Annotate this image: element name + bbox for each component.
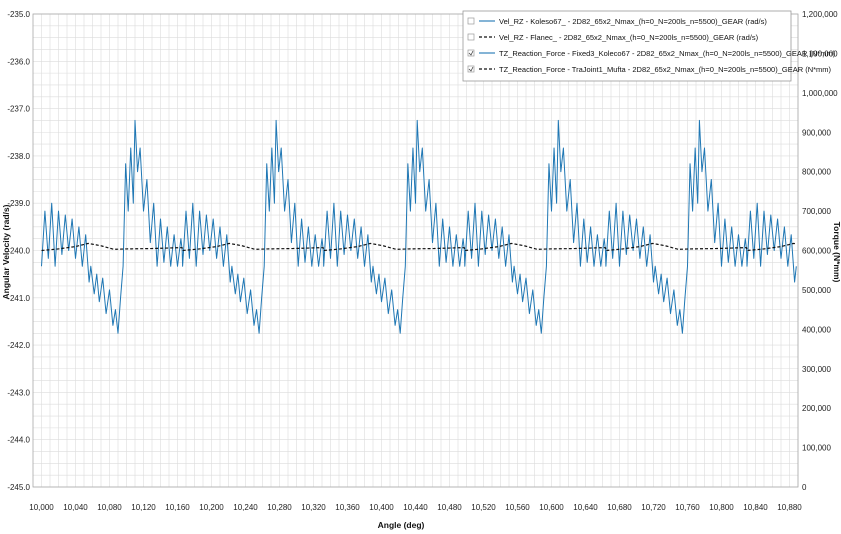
y-axis-left-title: Angular Velocity (rad/s) [1,204,11,299]
x-tick-label: 10,280 [267,503,292,512]
y-right-tick-label: 1,100,000 [802,49,838,58]
plot-border [32,13,799,488]
x-ticks: 10,000 10,040 10,080 10,120 10,160 10,200 10,2… [29,503,802,512]
y-right-tick-label: 1,200,000 [802,10,838,19]
x-tick-label: 10,520 [471,503,496,512]
y-left-tick-label: -239.0 [7,199,30,208]
legend-item[interactable]: Vel_RZ - Flanec_ - 2D82_65x2_Nmax_(h=0_N… [467,33,759,42]
grid [33,13,799,488]
legend: Vel_RZ - Koleso67_ - 2D82_65x2_Nmax_(h=0… [462,10,836,82]
x-tick-label: 10,160 [165,503,190,512]
y-left-tick-label: -241.0 [7,294,30,303]
y-right-tick-label: 600,000 [802,247,831,256]
x-tick-label: 10,760 [675,503,700,512]
x-tick-label: 10,880 [777,503,802,512]
y-right-tick-label: 400,000 [802,325,831,334]
y-left-tick-label: -244.0 [7,436,30,445]
y-left-tick-label: -235.0 [7,10,30,19]
series-line-koleco-torque [41,119,797,334]
y-left-tick-label: -242.0 [7,341,30,350]
checkmark-icon [468,66,474,72]
series-layer [41,119,797,334]
legend-item[interactable]: Vel_RZ - Koleso67_ - 2D82_65x2_Nmax_(h=0… [467,17,767,26]
legend-checkbox[interactable] [467,17,475,25]
legend-label: Vel_RZ - Flanec_ - 2D82_65x2_Nmax_(h=0_N… [499,33,759,42]
y-left-tick-label: -243.0 [7,388,30,397]
y-right-tick-label: 700,000 [802,207,831,216]
y-right-tick-label: 100,000 [802,444,831,453]
x-tick-label: 10,200 [199,503,224,512]
x-tick-label: 10,320 [301,503,326,512]
y-right-tick-label: 300,000 [802,365,831,374]
x-tick-label: 10,800 [709,503,734,512]
x-tick-label: 10,240 [233,503,258,512]
x-tick-label: 10,440 [403,503,428,512]
y-left-tick-label: -238.0 [7,152,30,161]
y-right-ticks: 1,200,000 1,100,000 1,000,000 900,000 800,00… [802,10,838,492]
y-left-tick-label: -236.0 [7,57,30,66]
y-right-tick-label: 1,000,000 [802,89,838,98]
y-axis-right-title: Torque (N*mm) [832,222,841,283]
legend-item[interactable]: TZ_Reaction_Force - TraJoint1_Mufta - 2D… [467,65,832,74]
x-axis-title: Angle (deg) [378,520,425,530]
legend-checkbox[interactable] [467,65,475,73]
x-tick-label: 10,040 [63,503,88,512]
x-tick-label: 10,360 [335,503,360,512]
x-tick-label: 10,680 [607,503,632,512]
x-tick-label: 10,720 [641,503,666,512]
x-tick-label: 10,000 [29,503,54,512]
y-left-tick-label: -240.0 [7,247,30,256]
y-right-tick-label: 800,000 [802,168,831,177]
legend-checkbox[interactable] [467,33,475,41]
y-left-tick-label: -237.0 [7,105,30,114]
legend-label: Vel_RZ - Koleso67_ - 2D82_65x2_Nmax_(h=0… [499,17,767,26]
y-right-tick-label: 0 [802,483,807,492]
checkmark-icon [468,50,474,56]
y-right-tick-label: 200,000 [802,404,831,413]
x-tick-label: 10,400 [369,503,394,512]
x-tick-label: 10,560 [505,503,530,512]
legend-label: TZ_Reaction_Force - Fixed3_Koleco67 - 2D… [499,49,836,58]
y-right-tick-label: 900,000 [802,128,831,137]
x-tick-label: 10,480 [437,503,462,512]
x-tick-label: 10,600 [539,503,564,512]
legend-box [462,10,792,82]
legend-label: TZ_Reaction_Force - TraJoint1_Mufta - 2D… [499,65,832,74]
x-tick-label: 10,080 [97,503,122,512]
legend-item[interactable]: TZ_Reaction_Force - Fixed3_Koleco67 - 2D… [467,49,836,58]
series-line-mufta-torque [41,242,797,252]
y-left-ticks: -235.0 -236.0 -237.0 -238.0 -239.0 -240.0 -241… [7,10,30,492]
x-tick-label: 10,120 [131,503,156,512]
y-right-tick-label: 500,000 [802,286,831,295]
x-tick-label: 10,640 [573,503,598,512]
y-left-tick-label: -245.0 [7,483,30,492]
plot-frame [32,13,799,488]
legend-checkbox[interactable] [467,49,475,57]
x-tick-label: 10,840 [743,503,768,512]
